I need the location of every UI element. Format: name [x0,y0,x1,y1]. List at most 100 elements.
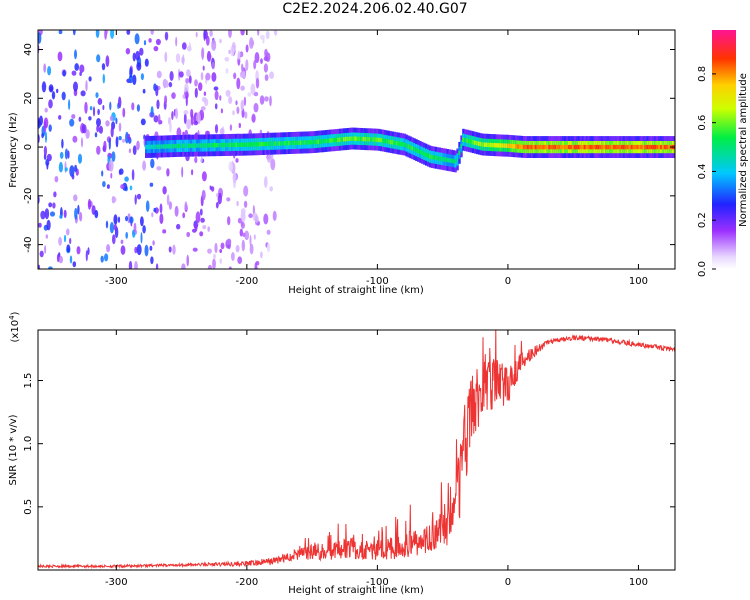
spectrogram-ridge-cell [511,143,514,149]
spectrogram-cell [243,96,247,107]
spectrogram-ridge-cell [297,140,301,145]
spectrogram-ridge-cell [667,144,671,150]
spectrogram-ridge-cell [170,144,173,149]
spectrogram-cell [134,194,137,205]
spectrogram-cell [44,107,48,113]
spectrogram-cell [266,229,271,235]
spectrogram-ridge-cell [186,143,189,148]
spectrogram-cell [69,255,73,264]
spectrogram-cell [209,30,213,37]
spectrogram-ridge-cell [427,153,430,158]
spectrogram-cell [212,258,216,269]
spectrogram-ridge-cell [207,143,211,148]
spectrogram-ridge-cell [650,144,653,150]
spectrogram-ridge-cell [562,144,565,150]
spectrogram-cell [159,203,163,214]
spectrogram-cell [226,238,232,245]
colorbar-ticks: 0.0 0.2 0.4 0.6 0.8 [697,66,716,277]
spectrogram-ridge-cell [450,158,453,163]
spectrogram-cell [213,86,219,91]
spectrogram-cell [45,234,48,239]
x-tick-label: -200 [236,276,259,287]
spectrogram-cell [148,38,152,43]
spectrogram-cell [228,30,232,38]
spectrogram-ridge-cell [407,144,410,149]
colorbar-gradient [712,30,736,269]
spectrogram-cell [254,215,259,224]
spectrogram-cell [124,176,129,182]
spectrogram-x-ticks: -300 -200 -100 0 100 [105,30,648,287]
spectrogram-ridge-cell [289,140,293,146]
spectrogram-ridge-cell [517,144,520,149]
spectrogram-ridge-cell [522,144,526,150]
spectrogram-cell [193,120,199,126]
spectrogram-cell [56,88,59,94]
spectrogram-cell [80,90,86,97]
spectrogram-ridge-cell [589,144,592,150]
spectrogram-ridge-cell [338,137,342,142]
spectrogram-cell [228,49,231,55]
spectrogram-cell [64,148,69,160]
y-tick-label: 20 [23,92,34,105]
spectrogram-cell [57,51,63,62]
spectrogram-cell [64,167,68,172]
spectrogram-ridge-cell [237,142,240,147]
spectrogram-cell [117,216,121,223]
spectrogram-cell [238,122,241,129]
spectrogram-cell [225,68,229,74]
spectrogram-ridge-cell [479,141,483,147]
spectrogram-cell [264,74,269,81]
spectrogram-cell [69,165,75,178]
spectrogram-cell [251,113,256,123]
spectrogram-cell [185,91,189,99]
spectrogram-cell [87,198,92,210]
spectrogram-ridge-cell [464,138,467,143]
spectrogram-cell [101,170,104,177]
spectrogram-ridge-cell [624,144,628,150]
spectrogram-cell [225,89,231,97]
spectrogram-ridge-cell [178,143,181,149]
spectrogram-cell [244,111,248,119]
spectrogram-ridge-cell [571,144,575,150]
spectrogram-ridge-cell [548,144,551,150]
spectrogram-cell [195,211,201,223]
spectrogram-cell [200,72,204,81]
spectrogram-cell [250,83,256,95]
colorbar-label: Normalized spectral amplitude [738,73,749,227]
spectrogram-cell [69,118,75,127]
spectrogram-ridge-cell [513,144,516,149]
spectrogram-cell [184,82,189,94]
spectrogram-cell [231,41,236,53]
spectrogram-cell [132,74,137,86]
spectrogram-cell [190,108,194,119]
spectrogram-ridge-cell [268,141,271,146]
spectrogram-cell [58,115,62,120]
spectrogram-cell [152,240,155,246]
spectrogram-ridge-cell [176,143,179,149]
spectrogram-cell [266,242,271,253]
spectrogram-ridge-cell [632,144,635,150]
spectrogram-cell [224,57,230,62]
spectrogram-ridge-cell [282,141,285,146]
spectrogram-cell [89,106,93,111]
spectrogram-cell [106,184,110,189]
spectrogram-x-label: Height of straight line (km) [288,285,424,296]
x-tick-label: 0 [505,577,511,588]
spectrogram-ridge-cell [217,143,220,148]
spectrogram-cell [202,65,205,71]
spectrogram-ridge-cell [246,142,250,147]
spectrogram-ridge-cell [470,139,473,144]
spectrogram-ridge-cell [613,144,616,150]
spectrogram-ridge-cell [262,141,265,147]
spectrogram-ridge-cell [524,144,528,150]
spectrogram-cell [216,193,219,198]
spectrogram-ridge-cell [401,142,404,147]
spectrogram-cell [245,44,249,53]
spectrogram-ridge-cell [152,144,156,149]
spectrogram-ridge-cell [397,141,400,146]
spectrogram-ridge-cell [256,142,259,147]
spectrogram-cell [120,184,125,190]
spectrogram-cell [41,132,44,139]
spectrogram-ridge-cell [436,156,440,161]
spectrogram-cell [69,237,72,245]
